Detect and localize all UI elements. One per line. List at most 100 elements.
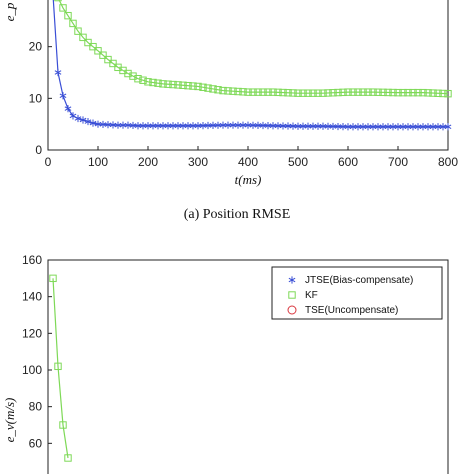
top-xtick-label: 100 bbox=[88, 155, 108, 169]
top-series-1-point bbox=[359, 88, 367, 96]
legend-marker-0-stroke bbox=[288, 277, 296, 283]
top-series-1-point bbox=[159, 80, 167, 88]
bottom-ytick-label: 160 bbox=[22, 253, 42, 267]
top-series-1-point bbox=[214, 86, 222, 94]
top-xtick-label: 500 bbox=[288, 155, 308, 169]
bottom-ytick-label: 80 bbox=[29, 400, 43, 414]
bottom-series-1-point bbox=[64, 454, 72, 462]
top-series-1-point bbox=[129, 72, 137, 80]
top-series-0-point-stroke bbox=[69, 113, 77, 119]
top-series-1-point bbox=[394, 88, 402, 97]
top-series-1-point bbox=[364, 88, 372, 96]
top-series-1-point bbox=[204, 84, 212, 92]
top-series-0-point-stroke bbox=[444, 124, 452, 129]
top-ylabel: e_p bbox=[2, 2, 17, 21]
top-series-1-point bbox=[194, 82, 202, 91]
top-series-0-point-stroke bbox=[194, 123, 202, 128]
top-series-1-point bbox=[254, 88, 262, 96]
bottom-ytick-label: 140 bbox=[22, 290, 42, 304]
top-panel: 0 100 200 300 400 500 600 700 800 0 10 20 e_p t(ms)… bbox=[2, 0, 458, 222]
top-series-1-point bbox=[79, 33, 87, 42]
top-series-1-point bbox=[349, 88, 357, 96]
top-series-1-point bbox=[59, 4, 67, 12]
top-series-1-point bbox=[69, 19, 77, 28]
top-xtick-label: 600 bbox=[338, 155, 358, 169]
top-caption: (a) Position RMSE bbox=[184, 207, 291, 222]
top-series-0-point-stroke bbox=[64, 106, 72, 111]
top-xtick-label: 300 bbox=[188, 155, 208, 169]
top-series-layer bbox=[52, 0, 452, 131]
bottom-series-1-point bbox=[49, 274, 57, 283]
top-series-1-point bbox=[439, 89, 447, 98]
top-series-1-point bbox=[279, 88, 287, 97]
top-series-1-point bbox=[234, 87, 242, 96]
top-series-0-point bbox=[59, 92, 67, 100]
top-series-1-point bbox=[64, 11, 72, 20]
legend-marker-2 bbox=[287, 305, 297, 315]
top-xtick-label: 200 bbox=[138, 155, 158, 169]
bottom-series-layer bbox=[49, 274, 72, 462]
bottom-ytick-label: 120 bbox=[22, 326, 42, 340]
top-series-1-point bbox=[274, 88, 282, 97]
top-series-1-point bbox=[339, 88, 347, 97]
top-series-1-point bbox=[244, 88, 252, 96]
top-series-1-point bbox=[169, 80, 177, 89]
top-series-1-point bbox=[334, 88, 342, 97]
top-xtick-label: 700 bbox=[388, 155, 408, 169]
bottom-ytick-label: 60 bbox=[29, 436, 43, 450]
bottom-series-1-point bbox=[59, 421, 67, 429]
top-series-0-point bbox=[444, 123, 452, 131]
top-series-1-point bbox=[389, 88, 397, 97]
top-series-1-point bbox=[329, 89, 337, 97]
top-series-1-point bbox=[179, 81, 187, 89]
top-series-0-point-stroke bbox=[79, 117, 87, 123]
top-series-1-point bbox=[444, 89, 452, 98]
top-axis-ticks: 0 100 200 300 400 500 600 700 800 0 10 20 bbox=[29, 40, 459, 169]
top-series-1-point bbox=[239, 88, 247, 96]
top-series-0-point-stroke bbox=[209, 123, 217, 128]
top-series-0-point-stroke bbox=[89, 120, 97, 126]
top-series-0-point bbox=[54, 68, 62, 77]
bottom-ylabel: e_v(m/s) bbox=[2, 398, 17, 443]
top-series-0-point-stroke bbox=[204, 123, 212, 128]
top-series-1-point bbox=[294, 89, 302, 97]
top-series-1-point bbox=[419, 88, 427, 97]
top-series-1-point bbox=[314, 89, 322, 97]
legend-markers bbox=[287, 276, 297, 315]
top-series-1-point bbox=[434, 89, 442, 97]
top-series-1-point bbox=[289, 89, 297, 97]
legend-label-tse: TSE(Uncompensate) bbox=[305, 305, 398, 316]
top-series-1-point bbox=[99, 51, 107, 59]
top-series-1-point bbox=[219, 86, 227, 95]
top-series-1-point bbox=[54, 0, 62, 2]
top-series-1-point bbox=[84, 38, 92, 47]
top-xtick-label: 0 bbox=[45, 155, 52, 169]
top-series-1-point bbox=[409, 88, 417, 97]
top-series-1-point bbox=[299, 89, 307, 97]
top-series-1-point bbox=[304, 89, 312, 97]
bottom-series-1-line bbox=[52, 278, 69, 459]
top-series-0-point bbox=[79, 116, 87, 124]
top-series-1-point bbox=[414, 88, 422, 97]
top-series-1-line bbox=[58, 0, 449, 95]
top-series-1-point bbox=[134, 75, 142, 83]
top-series-1-point bbox=[229, 87, 237, 95]
top-series-0-point-stroke bbox=[59, 93, 67, 98]
top-series-1-point bbox=[109, 59, 117, 68]
top-series-1-point bbox=[144, 78, 152, 86]
top-series-1-point bbox=[199, 83, 207, 91]
legend-label-kf: KF bbox=[305, 290, 318, 301]
bottom-ytick-label: 100 bbox=[22, 363, 42, 377]
legend-label-jtse: JTSE(Bias-compensate) bbox=[305, 275, 413, 286]
top-series-0-point bbox=[64, 105, 72, 113]
top-series-1-point bbox=[379, 88, 387, 97]
legend: JTSE(Bias-compensate) KF TSE(Uncompensat… bbox=[271, 266, 443, 320]
bottom-panel: 60 80 100 120 140 160 e_v(m/s) JTSE(Bias-comp… bbox=[2, 253, 449, 474]
top-series-0-point-stroke bbox=[74, 116, 82, 121]
top-series-1-point bbox=[429, 89, 437, 97]
top-series-0-point-stroke bbox=[84, 119, 92, 124]
top-series-1-point bbox=[259, 88, 267, 96]
top-series-1-point bbox=[149, 78, 157, 87]
top-series-1-point bbox=[374, 88, 382, 96]
top-series-1-point bbox=[324, 89, 332, 97]
